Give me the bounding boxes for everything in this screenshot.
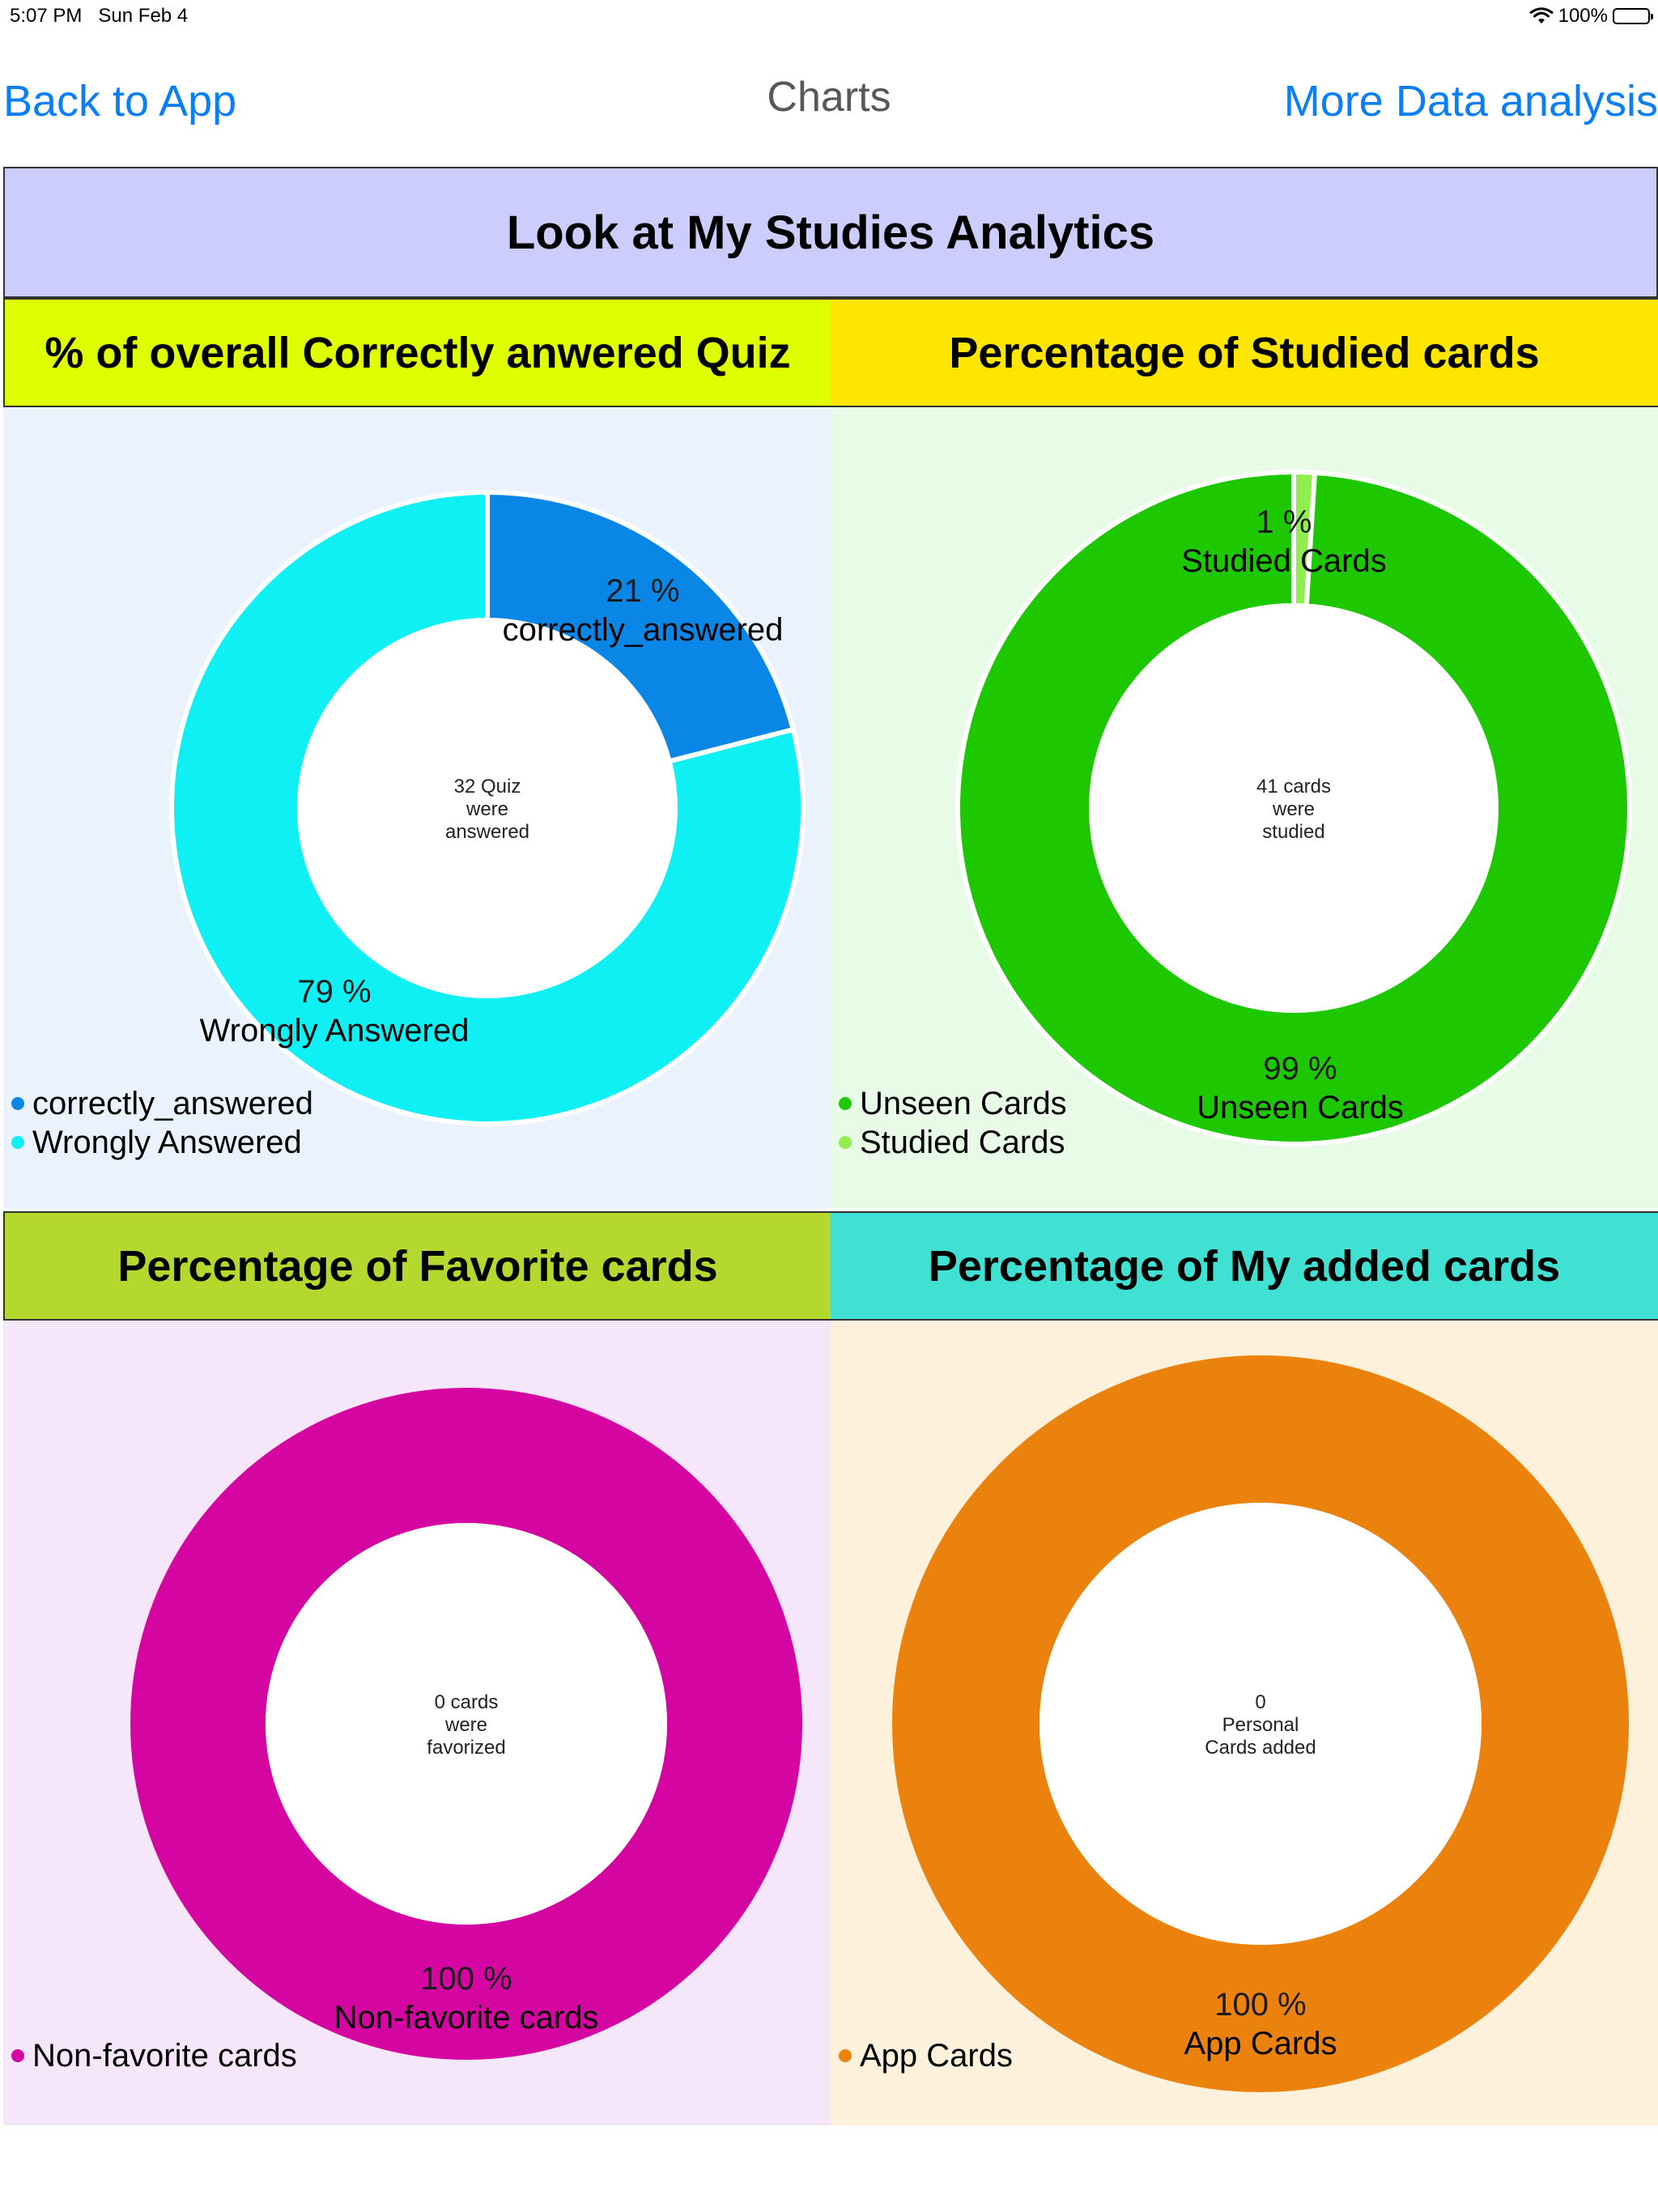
status-indicators: 100% — [1529, 5, 1653, 28]
app-cards-slice — [892, 1355, 1629, 2092]
center-text-line: 41 cards — [1256, 776, 1331, 798]
status-clock: 5:07 PM — [10, 5, 83, 27]
donut-hole — [266, 1523, 667, 1925]
favorite-chart-header: Percentage of Favorite cards — [3, 1211, 831, 1321]
page-title: Charts — [767, 74, 891, 121]
legend-dot-icon — [11, 1136, 24, 1149]
legend-item: Unseen Cards — [839, 1084, 1067, 1123]
donut-hole — [300, 620, 675, 996]
slice-name-label: Non-favorite cards — [334, 2000, 599, 2035]
slice-percent-label: 100 % — [1214, 1987, 1306, 2023]
added-chart-legend: App Cards — [839, 2036, 1013, 2075]
studied-chart-panel: 41 cards were studied 1 % Studied Cards 99 % U… — [831, 407, 1658, 1209]
center-text-line: favorized — [427, 1737, 505, 1759]
center-text-line: were — [466, 798, 508, 820]
legend-item: Non-favorite cards — [11, 2036, 297, 2075]
center-text-line: Personal — [1222, 1714, 1299, 1736]
center-text-line: 32 Quiz — [454, 776, 521, 798]
center-text-line: studied — [1262, 821, 1324, 843]
legend-dot-icon — [839, 1136, 852, 1149]
slice-percent-label: 21 % — [606, 573, 679, 609]
favorite-chart-panel: 0 cards were favorized 100 % Non-favorite ca… — [3, 1321, 831, 2125]
legend-item: Wrongly Answered — [11, 1123, 313, 1162]
added-chart-header: Percentage of My added cards — [831, 1211, 1658, 1321]
slice-name-label: Unseen Cards — [1197, 1090, 1404, 1125]
studied-chart-legend: Unseen Cards Studied Cards — [839, 1084, 1067, 1162]
slice-name-label: correctly_answered — [503, 612, 784, 648]
center-text-line: were — [1272, 798, 1315, 820]
status-time: 5:07 PM Sun Feb 4 — [10, 5, 188, 28]
donut-hole — [1091, 606, 1496, 1010]
slice-name-label: Studied Cards — [1181, 543, 1386, 579]
legend-item: App Cards — [839, 2036, 1013, 2075]
center-text-line: were — [444, 1714, 487, 1736]
legend-label: Wrongly Answered — [32, 1125, 302, 1160]
non-favorite-cards-slice — [130, 1388, 802, 2060]
status-bar: 5:07 PM Sun Feb 4 100% — [0, 0, 1658, 32]
analytics-banner: Look at My Studies Analytics — [3, 167, 1658, 298]
legend-label: Non-favorite cards — [32, 2038, 297, 2074]
center-text-line: 0 cards — [435, 1691, 499, 1713]
battery-icon — [1613, 8, 1653, 24]
legend-dot-icon — [11, 1097, 24, 1110]
back-to-app-button[interactable]: Back to App — [3, 77, 237, 125]
slice-name-label: App Cards — [1184, 2026, 1337, 2061]
legend-item: correctly_answered — [11, 1084, 313, 1123]
wifi-icon — [1529, 7, 1554, 23]
status-date: Sun Feb 4 — [98, 5, 189, 27]
legend-dot-icon — [839, 2049, 852, 2062]
added-chart-panel: 0 Personal Cards added 100 % App Cards App C… — [831, 1321, 1658, 2125]
slice-percent-label: 100 % — [420, 1961, 512, 1997]
studied-chart-header: Percentage of Studied cards — [831, 298, 1658, 407]
slice-percent-label: 79 % — [297, 974, 371, 1010]
legend-label: App Cards — [860, 2038, 1013, 2074]
quiz-chart-panel: 32 Quiz were answered 21 % correctly_answere… — [3, 407, 831, 1209]
legend-label: correctly_answered — [32, 1086, 313, 1121]
legend-label: Studied Cards — [860, 1125, 1065, 1160]
favorite-chart-legend: Non-favorite cards — [11, 2036, 297, 2075]
slice-percent-label: 1 % — [1256, 504, 1312, 540]
slice-name-label: Wrongly Answered — [200, 1013, 470, 1049]
slice-percent-label: 99 % — [1263, 1051, 1337, 1087]
legend-item: Studied Cards — [839, 1123, 1067, 1162]
quiz-chart-legend: correctly_answered Wrongly Answered — [11, 1084, 313, 1162]
legend-dot-icon — [11, 2049, 24, 2062]
nav-bar: Back to App Charts More Data analysis — [0, 57, 1658, 146]
legend-label: Unseen Cards — [860, 1086, 1067, 1121]
quiz-chart-header: % of overall Correctly anwered Quiz — [3, 298, 831, 407]
battery-percent: 100% — [1558, 5, 1608, 27]
legend-dot-icon — [839, 1097, 852, 1110]
center-text-line: answered — [445, 821, 529, 843]
donut-hole — [1039, 1503, 1482, 1945]
center-text-line: 0 — [1255, 1691, 1265, 1713]
more-data-analysis-button[interactable]: More Data analysis — [1283, 77, 1658, 125]
center-text-line: Cards added — [1205, 1737, 1316, 1759]
